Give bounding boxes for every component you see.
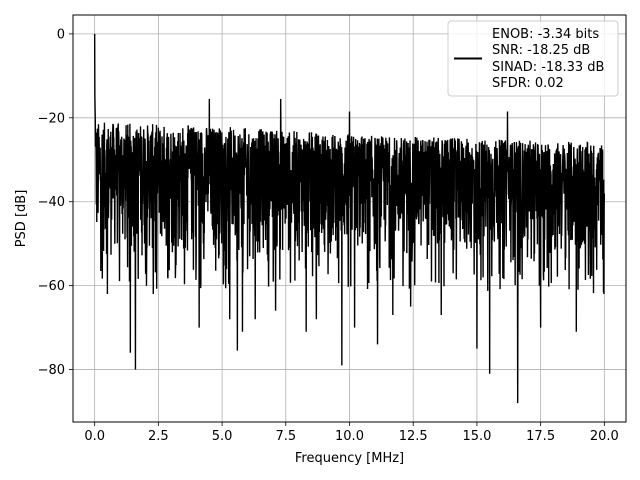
x-tick-label: 2.5 [148,429,169,444]
x-tick-label: 5.0 [212,429,233,444]
y-axis-label: PSD [dB] [14,190,29,248]
y-tick-label: −60 [38,279,65,294]
legend-box [447,20,619,97]
y-tick-label: −40 [38,195,65,210]
x-tick-label: 12.5 [399,429,428,444]
legend-line-snr: SNR: -18.25 dB [492,43,590,58]
x-axis-label: Frequency [MHz] [295,451,404,466]
x-tick-label: 10.0 [335,429,364,444]
psd-line [93,33,606,404]
legend: ENOB: -3.34 bits SNR: -18.25 dB SINAD: -… [447,20,619,97]
legend-line-sinad: SINAD: -18.33 dB [492,60,604,75]
x-tick-label: 20.0 [590,429,619,444]
y-tick-label: −80 [38,363,65,378]
x-tick-label: 7.5 [275,429,296,444]
x-tick-label: 17.5 [526,429,555,444]
x-tick-label: 0.0 [84,429,105,444]
psd-series [93,33,606,404]
legend-line-enob: ENOB: -3.34 bits [492,27,599,42]
axis-ticks: 0.0 2.5 5.0 7.5 10.0 12.5 15.0 17.5 20.0 0 −20 −40 −… [38,27,619,444]
y-tick-label: −20 [38,111,65,126]
y-tick-label: 0 [57,27,65,42]
x-tick-label: 15.0 [462,429,491,444]
legend-line-sfdr: SFDR: 0.02 [492,76,564,91]
